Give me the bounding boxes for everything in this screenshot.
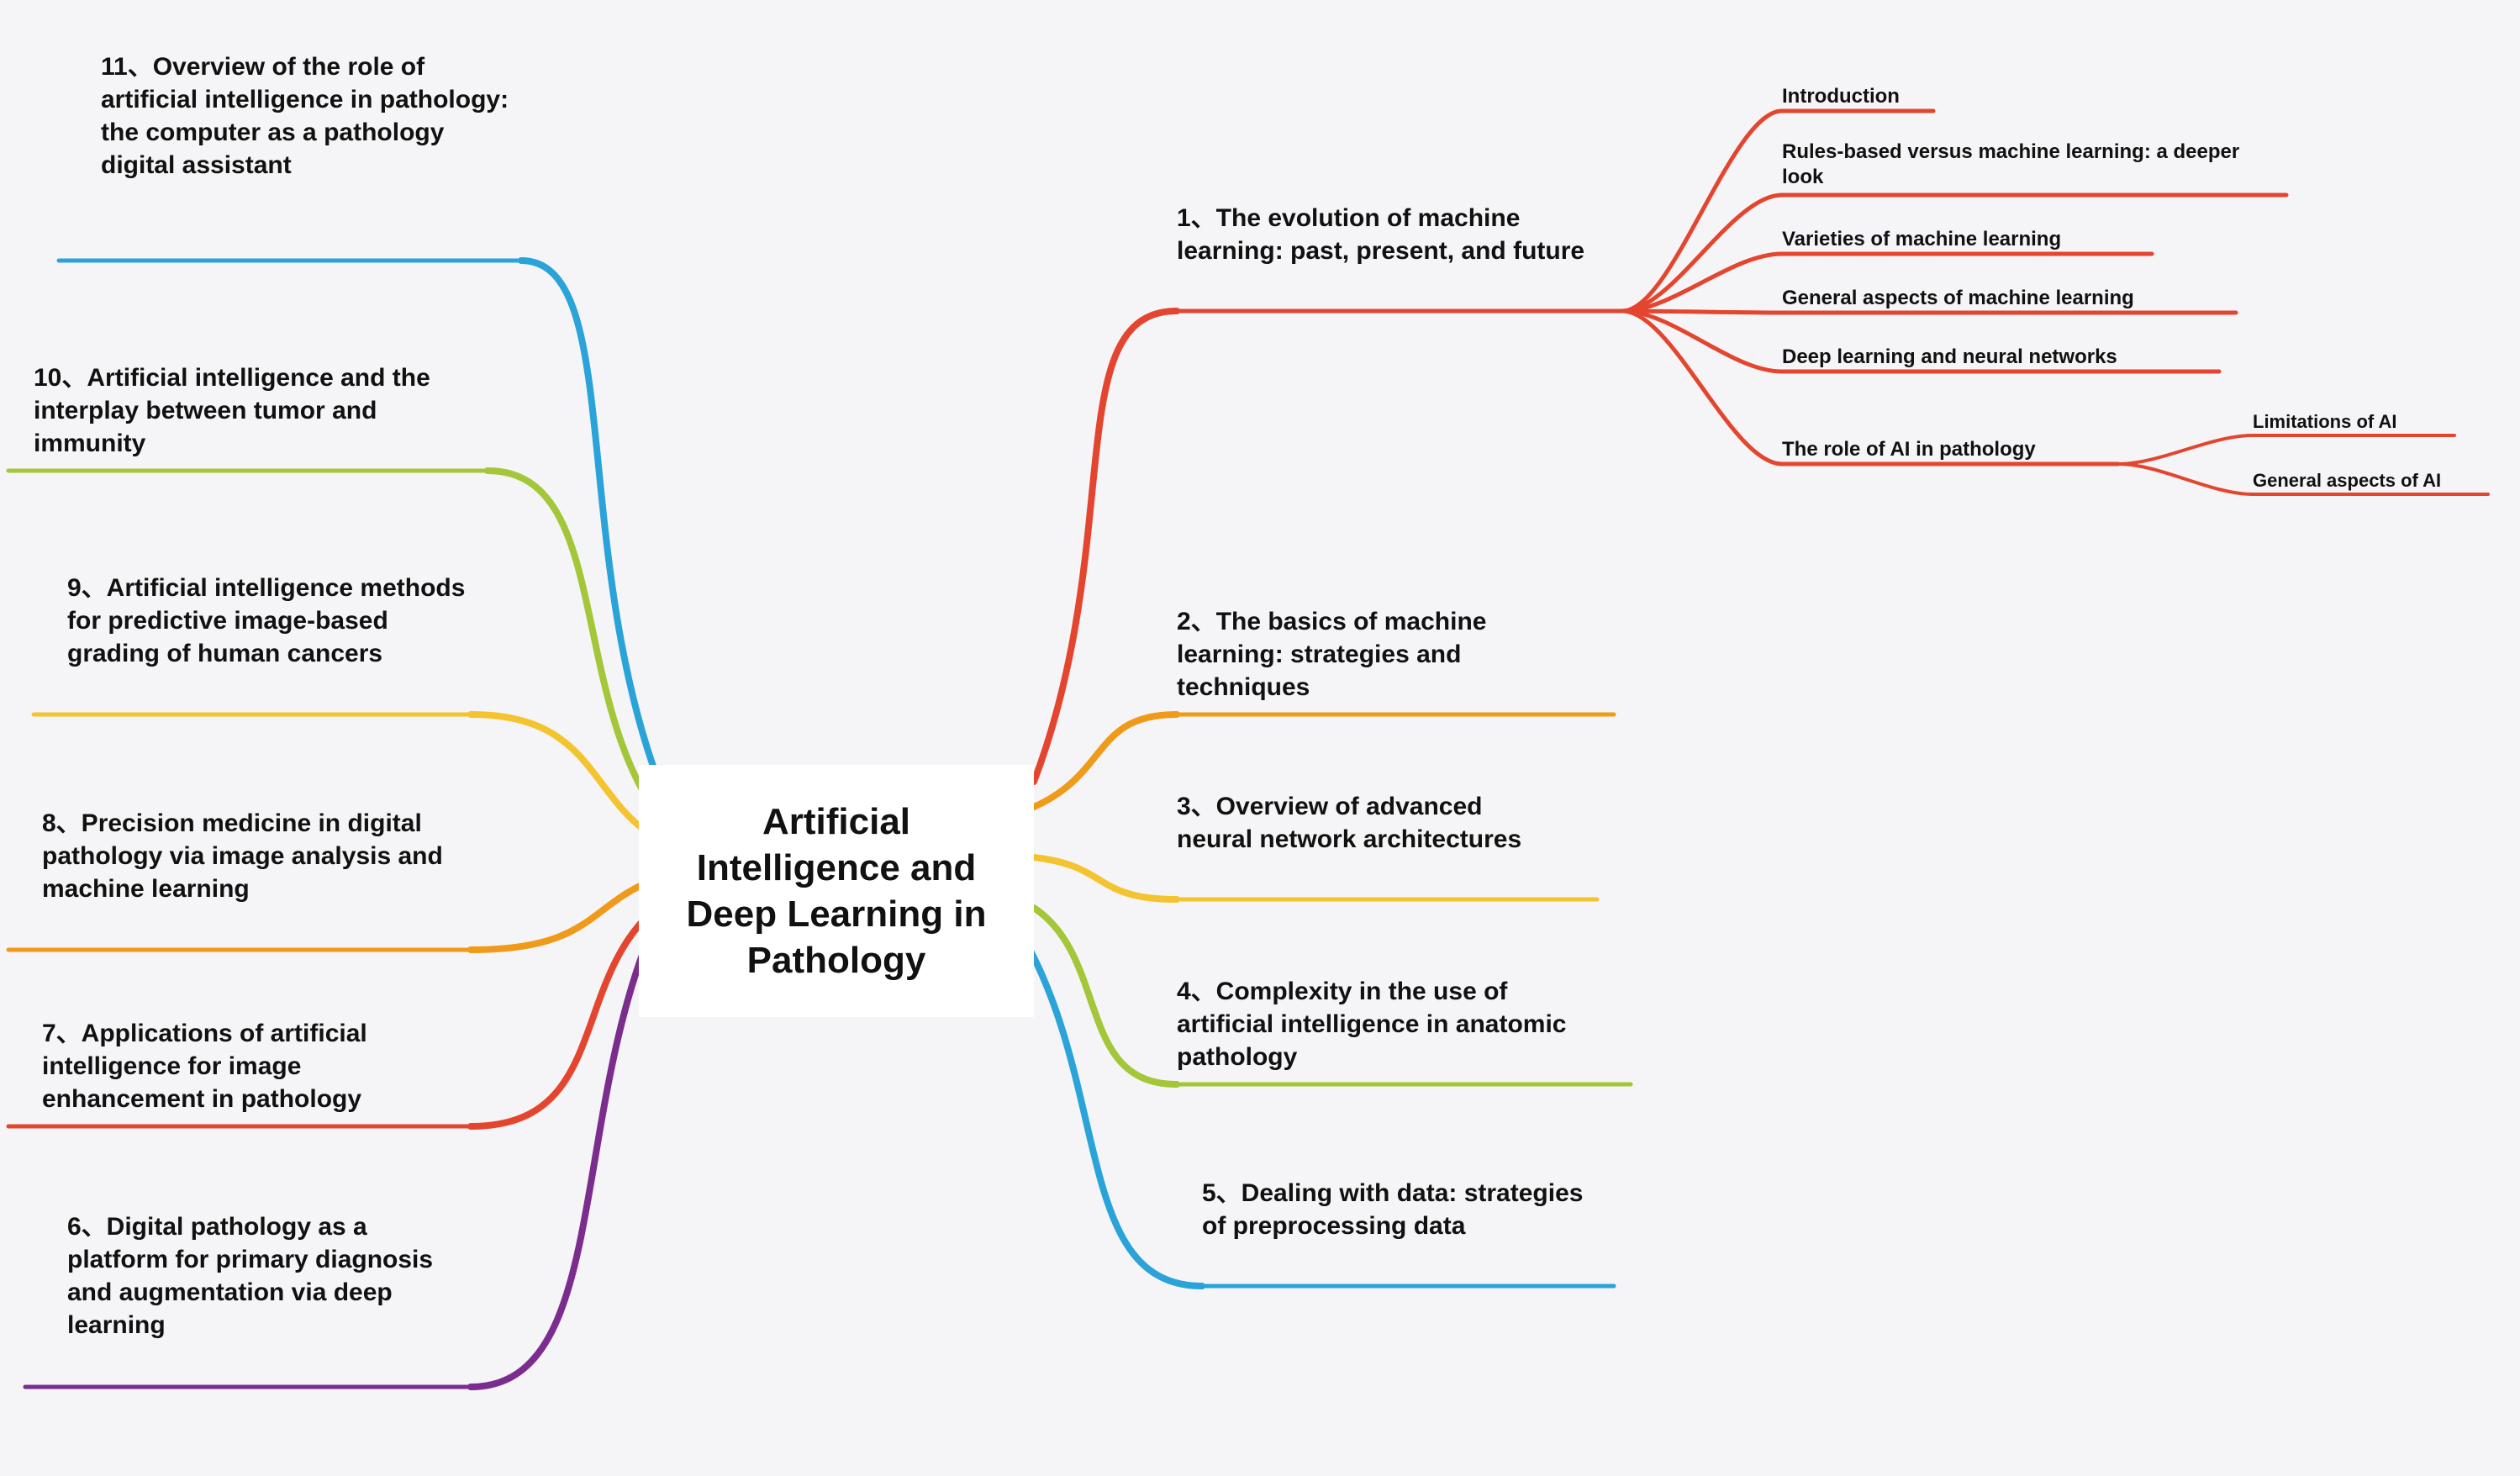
sub-b1-2: Varieties of machine learning bbox=[1782, 227, 2202, 252]
branch-b4: 4、Complexity in the use of artificial in… bbox=[1177, 975, 1597, 1073]
branch-b5: 5、Dealing with data: strategies of prepr… bbox=[1202, 1177, 1589, 1242]
branch-b11: 11、Overview of the role of artificial in… bbox=[101, 50, 521, 182]
leaf-b1-5-1: General aspects of AI bbox=[2253, 469, 2505, 493]
sub-b1-5: The role of AI in pathology bbox=[1782, 437, 2135, 462]
mindmap-canvas: Artificial Intelligence and Deep Learnin… bbox=[0, 0, 2520, 1476]
branch-b2: 2、The basics of machine learning: strate… bbox=[1177, 605, 1580, 704]
leaf-b1-5-0: Limitations of AI bbox=[2253, 410, 2471, 434]
branch-b10: 10、Artificial intelligence and the inter… bbox=[34, 361, 488, 460]
branch-b3: 3、Overview of advanced neural network ar… bbox=[1177, 790, 1563, 856]
sub-b1-1: Rules-based versus machine learning: a d… bbox=[1782, 140, 2286, 190]
branch-b6: 6、Digital pathology as a platform for pr… bbox=[67, 1210, 471, 1342]
branch-b9: 9、Artificial intelligence methods for pr… bbox=[67, 572, 471, 670]
branch-b8: 8、Precision medicine in digital patholog… bbox=[42, 807, 462, 905]
sub-b1-3: General aspects of machine learning bbox=[1782, 286, 2253, 311]
branch-b7: 7、Applications of artificial intelligenc… bbox=[42, 1017, 462, 1115]
sub-b1-0: Introduction bbox=[1782, 84, 2034, 109]
sub-b1-4: Deep learning and neural networks bbox=[1782, 345, 2236, 370]
center-node: Artificial Intelligence and Deep Learnin… bbox=[639, 765, 1034, 1017]
branch-b1: 1、The evolution of machine learning: pas… bbox=[1177, 202, 1614, 267]
